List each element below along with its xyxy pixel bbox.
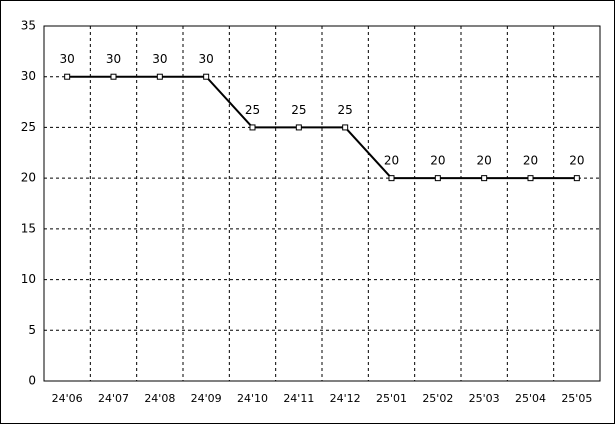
x-tick-label: 24'06 — [52, 392, 83, 405]
x-tick-label: 25'04 — [515, 392, 546, 405]
y-tick-label: 10 — [21, 272, 36, 286]
point-marker — [342, 124, 349, 131]
y-tick-label: 5 — [28, 323, 36, 337]
data-label: 20 — [523, 154, 538, 168]
data-label: 30 — [152, 52, 167, 66]
data-label: 20 — [430, 154, 445, 168]
x-tick-label: 24'11 — [283, 392, 314, 405]
x-tick-label: 24'10 — [237, 392, 268, 405]
point-marker — [527, 175, 534, 182]
data-label: 30 — [60, 52, 75, 66]
point-marker — [110, 73, 117, 80]
x-tick-label: 25'03 — [469, 392, 500, 405]
x-tick-label: 25'01 — [376, 392, 407, 405]
data-label: 25 — [291, 103, 306, 117]
plot-frame — [43, 25, 601, 382]
data-label: 25 — [338, 103, 353, 117]
x-tick-label: 25'02 — [422, 392, 453, 405]
point-marker — [64, 73, 71, 80]
data-label: 20 — [384, 154, 399, 168]
y-tick-label: 20 — [21, 171, 36, 185]
data-label: 25 — [245, 103, 260, 117]
point-marker — [434, 175, 441, 182]
line-series — [67, 75, 577, 180]
x-tick-label: 25'05 — [561, 392, 592, 405]
x-tick-label: 24'12 — [330, 392, 361, 405]
data-label: 30 — [106, 52, 121, 66]
point-marker — [249, 124, 256, 131]
point-marker — [573, 175, 580, 182]
data-label: 20 — [477, 154, 492, 168]
point-marker — [388, 175, 395, 182]
y-tick-label: 30 — [21, 69, 36, 83]
y-tick-label: 35 — [21, 19, 36, 33]
x-tick-label: 24'08 — [144, 392, 175, 405]
point-marker — [203, 73, 210, 80]
y-tick-label: 0 — [28, 374, 36, 388]
point-marker — [295, 124, 302, 131]
y-tick-label: 15 — [21, 221, 36, 235]
x-tick-label: 24'09 — [191, 392, 222, 405]
data-label: 20 — [569, 154, 584, 168]
x-tick-label: 24'07 — [98, 392, 129, 405]
data-label: 30 — [199, 52, 214, 66]
y-tick-label: 25 — [21, 120, 36, 134]
point-marker — [481, 175, 488, 182]
point-marker — [156, 73, 163, 80]
